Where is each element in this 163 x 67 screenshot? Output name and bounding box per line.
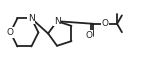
Text: O: O xyxy=(85,31,92,40)
Text: O: O xyxy=(102,19,109,28)
Text: N: N xyxy=(28,14,35,23)
Text: N: N xyxy=(54,17,60,26)
Text: O: O xyxy=(7,28,14,37)
